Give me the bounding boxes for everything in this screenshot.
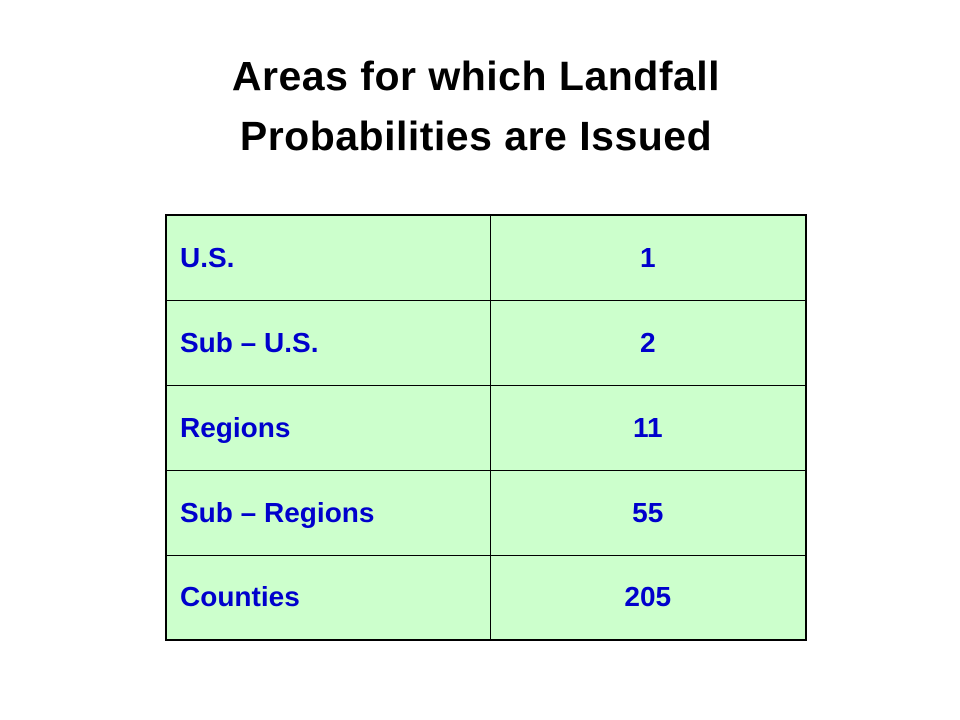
slide-title: Areas for which Landfall Probabilities a…	[0, 46, 952, 166]
area-count-cell: 11	[490, 384, 806, 470]
area-name-cell: Regions	[166, 384, 491, 470]
area-count-cell: 55	[490, 469, 806, 555]
table-row: Regions 11	[166, 384, 806, 470]
area-count-cell: 1	[639, 241, 656, 273]
area-name-cell: Counties	[166, 554, 491, 640]
area-count-cell: 205	[490, 554, 806, 640]
table-row: U.S. 1	[166, 215, 806, 300]
slide-title-line-2: Probabilities are Issued	[239, 113, 713, 159]
table-row: Sub – Regions 55	[166, 469, 806, 555]
area-name-cell: Sub – U.S.	[166, 299, 491, 385]
table-row: Counties 205	[166, 554, 806, 640]
table-row: Sub – U.S. 2	[166, 299, 806, 385]
area-name-cell: Sub – Regions	[166, 469, 491, 555]
area-name-cell: U.S.	[166, 215, 491, 300]
areas-table: U.S. 1 Sub – U.S. 2 Regions 11 Sub – Reg…	[165, 214, 807, 641]
area-count-cell: 2	[490, 299, 806, 385]
slide-title-line-1: Areas for which Landfall	[231, 53, 721, 99]
